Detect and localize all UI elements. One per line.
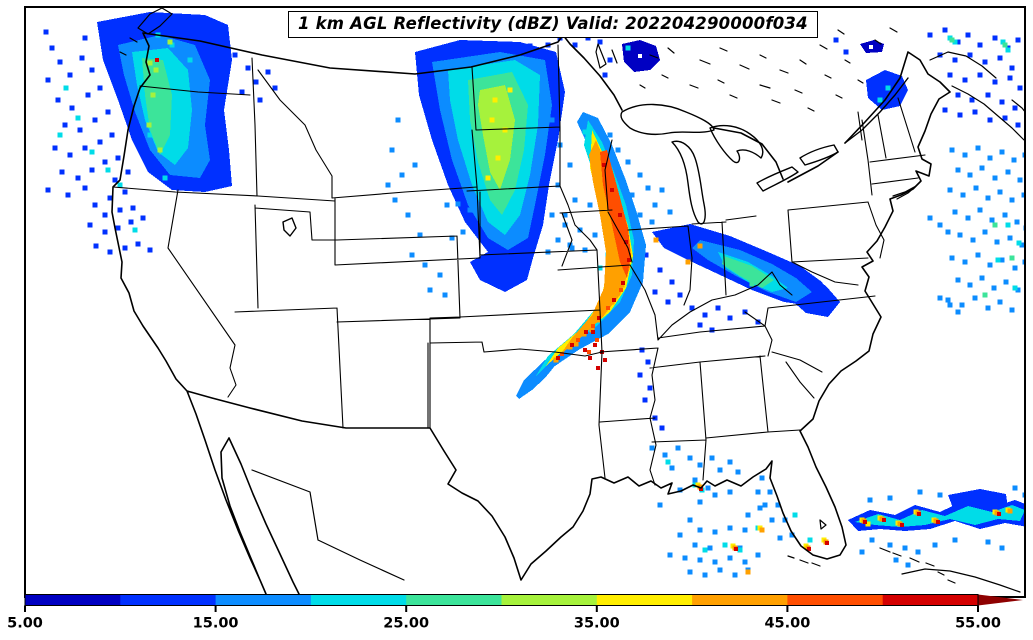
- colorbar-segment: [692, 594, 788, 606]
- colorbar-segment: [882, 594, 979, 606]
- colorbar-segment: [25, 594, 121, 606]
- colorbar-segment: [596, 594, 693, 606]
- plot-title: 1 km AGL Reflectivity (dBZ) Valid: 20220…: [298, 14, 808, 33]
- colorbar-tick-label: 45.00: [764, 616, 810, 632]
- echo-layer-red: [155, 58, 1001, 551]
- colorbar-tick-label: 5.00: [7, 616, 43, 632]
- colorbar-tick-label: 25.00: [383, 616, 429, 632]
- colorbar-tick-label: 35.00: [574, 616, 620, 632]
- great-lakes: [282, 77, 909, 237]
- colorbar: 5.00 15.00 25.00 35.00 45.00 55.00: [7, 594, 1023, 632]
- colorbar-segment: [501, 594, 598, 606]
- state-borders: [112, 44, 926, 486]
- plot-title-box: 1 km AGL Reflectivity (dBZ) Valid: 20220…: [288, 11, 818, 38]
- colorbar-segment: [310, 594, 407, 606]
- colorbar-segment: [215, 594, 312, 606]
- colorbar-tick-label: 55.00: [955, 616, 1001, 632]
- islands-and-foreign-features: [119, 7, 1025, 593]
- colorbar-segment: [120, 594, 217, 606]
- us-basemap: [111, 7, 1025, 597]
- radar-echo-group: [43, 12, 1025, 578]
- colorbar-segment: [787, 594, 884, 606]
- colorbar-outline: [24, 594, 979, 606]
- echo-layer-navy-holes: [638, 45, 873, 58]
- coastlines-and-borders: [111, 32, 951, 597]
- echo-layer-green-yellow: [146, 39, 515, 190]
- colorbar-over-arrow: [978, 594, 1023, 606]
- colorbar-tick-label: 15.00: [193, 616, 239, 632]
- echo-layer-orange-red: [560, 150, 631, 356]
- colorbar-segment: [406, 594, 503, 606]
